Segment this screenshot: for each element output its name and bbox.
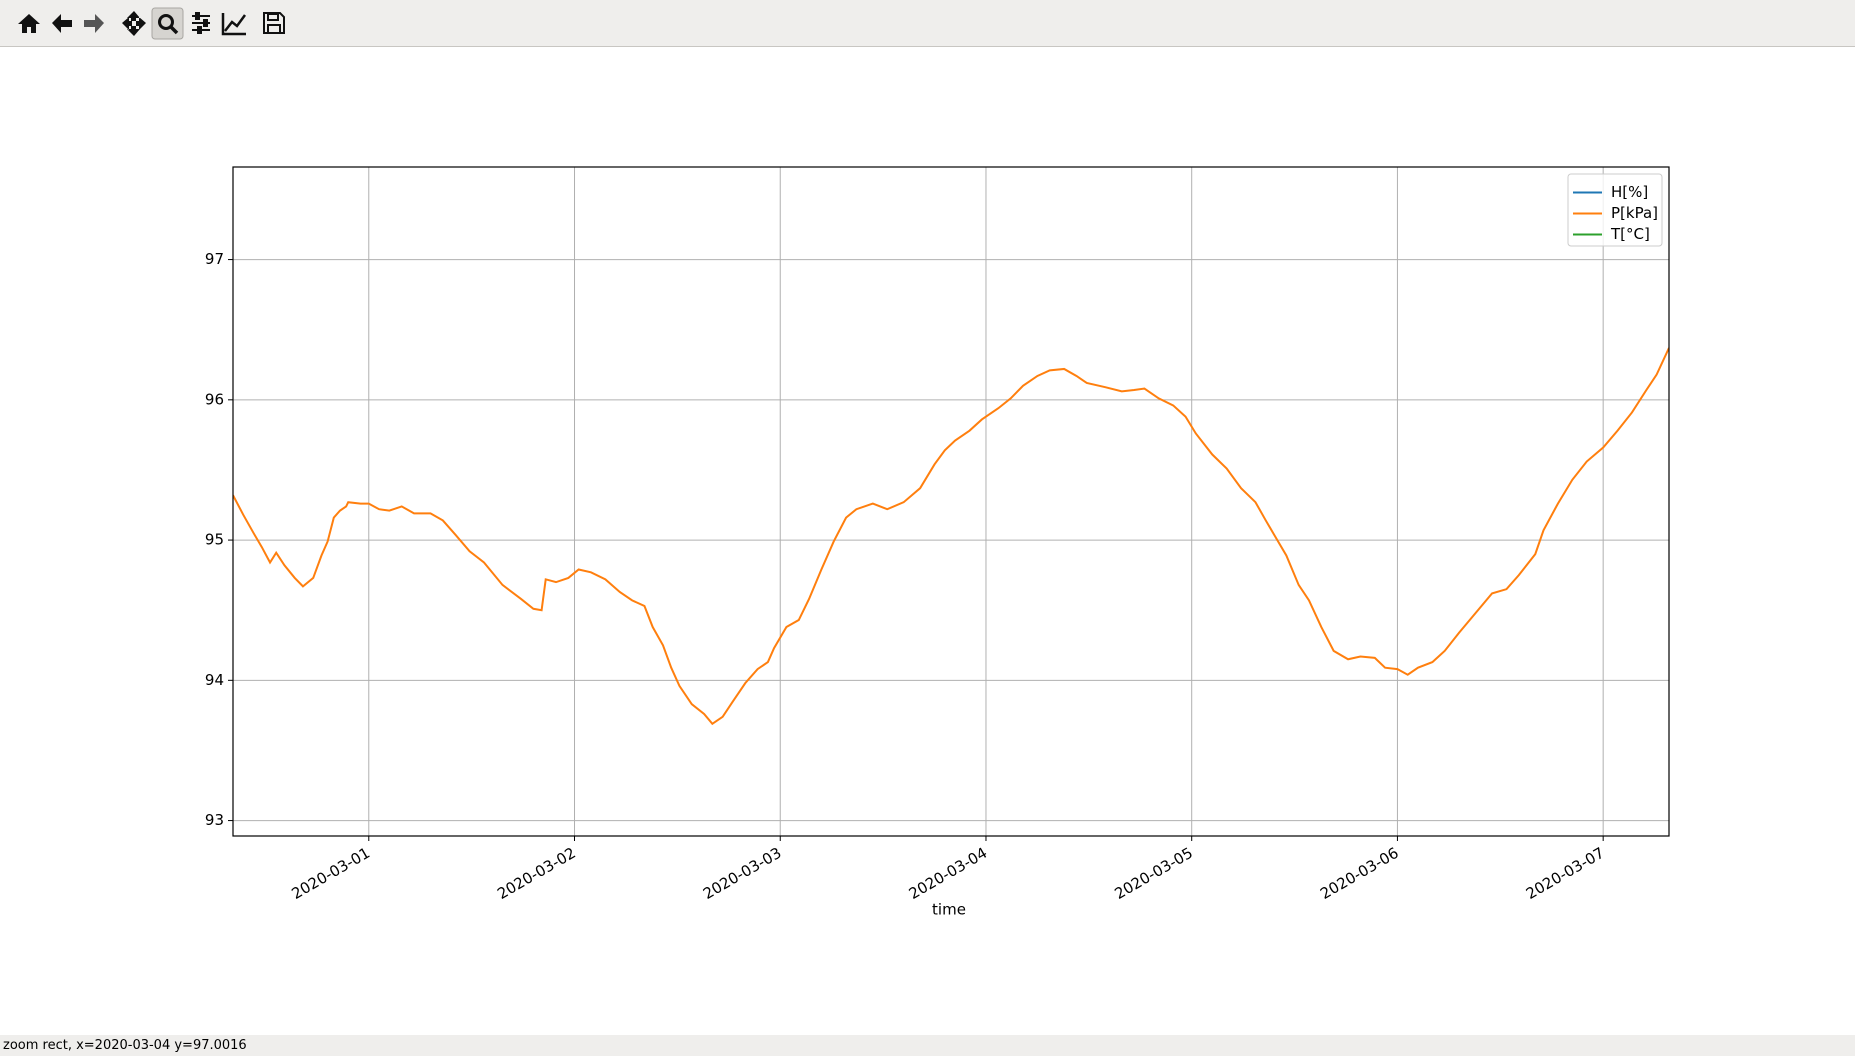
zoom-button[interactable] (151, 7, 184, 40)
forward-button[interactable] (84, 14, 104, 33)
y-tick-label: 94 (205, 671, 224, 689)
configure-button[interactable] (192, 12, 210, 34)
y-tick-label: 95 (205, 531, 224, 549)
edit-axis-button[interactable] (221, 13, 247, 36)
status-bar: zoom rect, x=2020-03-04 y=97.0016 (0, 1035, 1855, 1056)
plot-frame (232, 166, 1670, 837)
y-tick-label: 97 (205, 250, 224, 268)
toolbar (0, 0, 1855, 47)
x-axis-label: time (932, 901, 966, 919)
home-button[interactable] (18, 14, 40, 33)
legend-label: H[%] (1611, 183, 1648, 201)
x-tick-label: 2020-03-04 (906, 844, 991, 903)
save-button[interactable] (263, 12, 285, 34)
pan-button[interactable] (122, 11, 146, 36)
x-tick-label: 2020-03-01 (289, 844, 374, 903)
back-button[interactable] (52, 14, 72, 33)
x-tick-label: 2020-03-02 (494, 844, 579, 903)
legend-label: T[°C] (1610, 225, 1650, 243)
y-tick-label: 96 (205, 390, 224, 408)
x-tick-label: 2020-03-06 (1317, 844, 1402, 903)
data-line (233, 347, 1669, 726)
y-tick-label: 93 (205, 811, 224, 829)
x-tick-label: 2020-03-05 (1111, 844, 1196, 903)
x-tick-label: 2020-03-03 (700, 844, 785, 903)
legend-label: P[kPa] (1611, 204, 1658, 222)
x-tick-label: 2020-03-07 (1523, 844, 1608, 903)
